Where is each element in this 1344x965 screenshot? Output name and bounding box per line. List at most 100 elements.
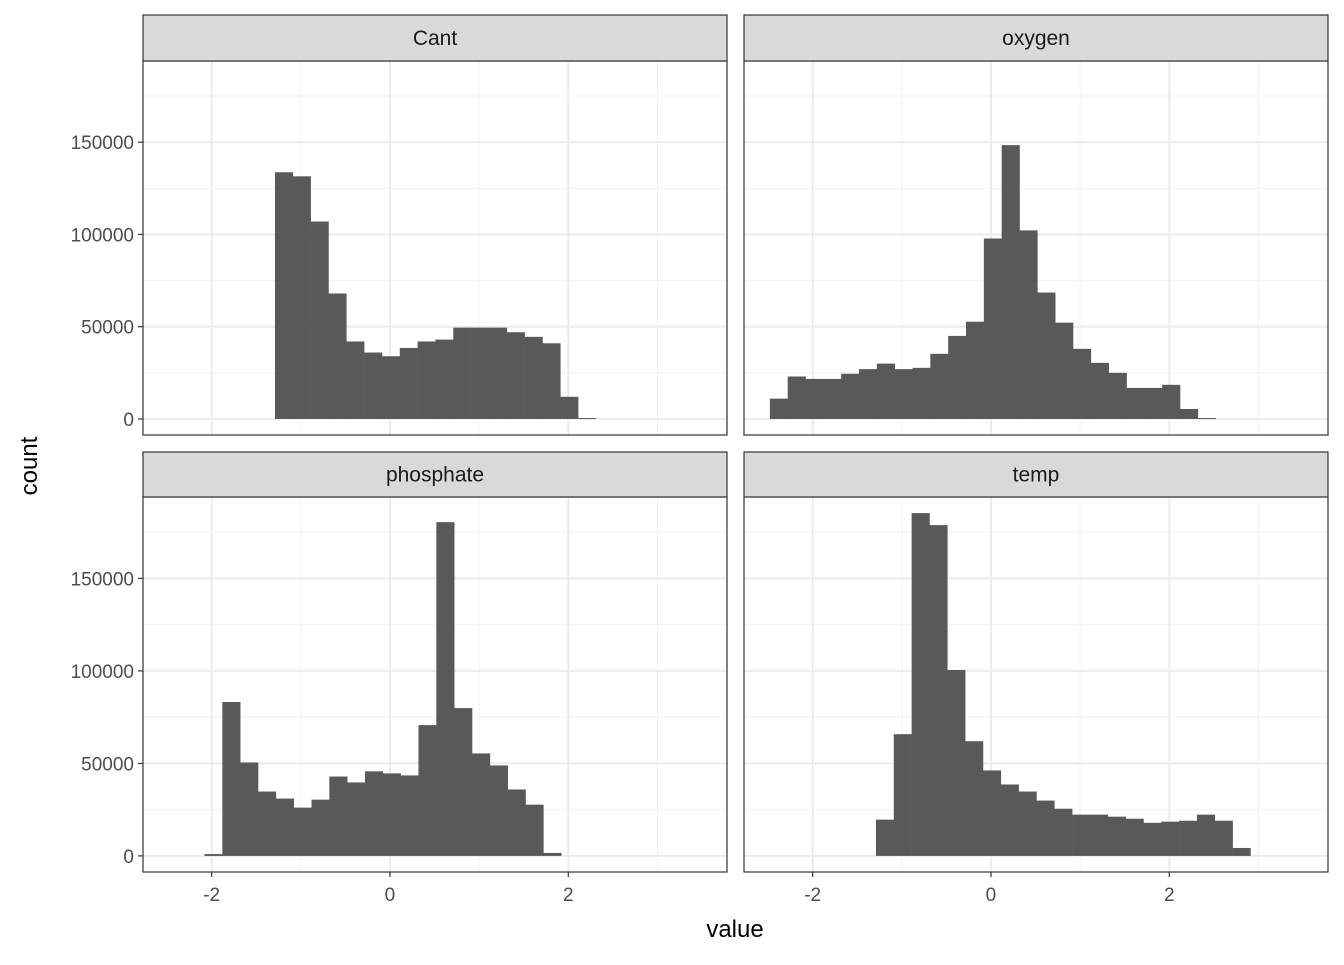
facet-strip-label: Cant	[413, 27, 458, 50]
facet-panel-temp: temp -2 0 2	[743, 451, 1329, 906]
histogram-bar	[488, 327, 508, 419]
x-tick-label: 2	[1164, 885, 1175, 906]
histogram-bar	[1019, 230, 1038, 419]
y-tick-label: 150000	[71, 569, 134, 590]
histogram-bar	[560, 396, 579, 419]
histogram-bar	[1037, 292, 1056, 419]
histogram-bar	[222, 701, 241, 856]
histogram-bar	[347, 782, 366, 856]
histogram-bar	[346, 341, 365, 419]
facet-strip	[743, 14, 1329, 62]
histogram-bar	[436, 522, 455, 856]
histogram-bar	[417, 341, 436, 419]
facet-panel-Cant: Cant 0 50000 100000 150000	[71, 14, 728, 436]
histogram-bar	[1089, 814, 1109, 856]
histogram-bar	[453, 327, 472, 419]
histogram-bar	[329, 776, 348, 856]
histogram-bar	[365, 771, 384, 856]
histogram-bar	[875, 819, 895, 856]
histogram-bar	[876, 363, 895, 419]
histogram-bar	[240, 762, 259, 856]
x-tick-label: 0	[986, 885, 997, 906]
histogram-bar	[1018, 791, 1037, 856]
histogram-bar	[418, 725, 437, 856]
histogram-bar	[506, 332, 525, 419]
facet-strip	[142, 451, 728, 498]
y-tick-label: 150000	[71, 133, 134, 154]
facet-strip	[142, 14, 728, 62]
y-tick-label: 50000	[81, 318, 134, 339]
histogram-bar	[965, 741, 984, 856]
histogram-bar	[966, 321, 985, 419]
histogram-bar	[471, 327, 490, 419]
histogram-bar	[525, 804, 544, 856]
histogram-bar	[769, 398, 788, 419]
histogram-bar	[381, 356, 401, 419]
histogram-bar	[1126, 387, 1145, 419]
histogram-bar	[1143, 822, 1162, 856]
histogram-bar	[1179, 408, 1199, 419]
histogram-bar	[1073, 348, 1092, 419]
histogram-bar	[930, 353, 949, 419]
histogram-bar	[929, 525, 948, 856]
x-tick-label: -2	[203, 885, 220, 906]
x-tick-label: 0	[385, 885, 396, 906]
histogram-bar	[859, 369, 878, 419]
histogram-bar	[489, 765, 508, 856]
histogram-bar	[1214, 820, 1233, 856]
histogram-bar	[1144, 387, 1163, 419]
x-axis-title: value	[706, 916, 763, 943]
histogram-bar	[948, 335, 967, 419]
y-axis-title: count	[16, 436, 43, 495]
histogram-bar	[542, 343, 561, 419]
histogram-bar	[1055, 322, 1074, 419]
histogram-bar	[893, 734, 912, 856]
x-tick-label: 2	[563, 885, 574, 906]
histogram-bar	[983, 238, 1002, 419]
histogram-bar	[1232, 847, 1251, 856]
histogram-bar	[400, 775, 419, 856]
histogram-bar	[258, 791, 277, 856]
histogram-bar	[912, 367, 931, 419]
histogram-bar	[1197, 418, 1216, 419]
histogram-bar	[382, 773, 401, 856]
histogram-bar	[823, 378, 842, 419]
facet-panel-oxygen: oxygen	[743, 14, 1329, 436]
histogram-bar	[472, 753, 491, 856]
histogram-bar	[1001, 145, 1020, 419]
histogram-bar	[1000, 784, 1019, 856]
histogram-bar	[1162, 384, 1181, 419]
y-tick-label: 100000	[71, 225, 134, 246]
histogram-bar	[310, 221, 329, 419]
facet-strip-label: temp	[1013, 464, 1060, 487]
histogram-bar	[947, 669, 966, 856]
histogram-bar	[454, 708, 473, 856]
histogram-bar	[1090, 362, 1109, 419]
histogram-bar	[1125, 818, 1144, 856]
histogram-bar	[524, 336, 543, 419]
histogram-bar	[293, 807, 312, 856]
histogram-bar	[399, 347, 418, 419]
histogram-bar	[911, 513, 930, 856]
histogram-bar	[507, 789, 526, 856]
histogram-bar	[982, 770, 1002, 856]
histogram-bar	[805, 378, 824, 419]
facet-strip	[743, 451, 1329, 498]
histogram-bar	[1108, 372, 1127, 419]
histogram-bar	[311, 799, 330, 856]
histogram-bar	[1179, 820, 1198, 856]
histogram-bar	[1107, 816, 1126, 856]
histogram-bar	[364, 352, 383, 419]
histogram-bar	[204, 854, 223, 856]
x-tick-label: -2	[804, 885, 821, 906]
y-tick-label: 50000	[81, 754, 134, 775]
histogram-bar	[292, 176, 311, 419]
histogram-bar	[841, 373, 860, 419]
facet-strip-label: phosphate	[386, 464, 484, 487]
histogram-bar	[787, 376, 806, 419]
histogram-bar	[543, 852, 562, 856]
histogram-bar	[275, 798, 294, 856]
y-tick-label: 0	[123, 410, 134, 431]
histogram-bar	[435, 339, 454, 419]
